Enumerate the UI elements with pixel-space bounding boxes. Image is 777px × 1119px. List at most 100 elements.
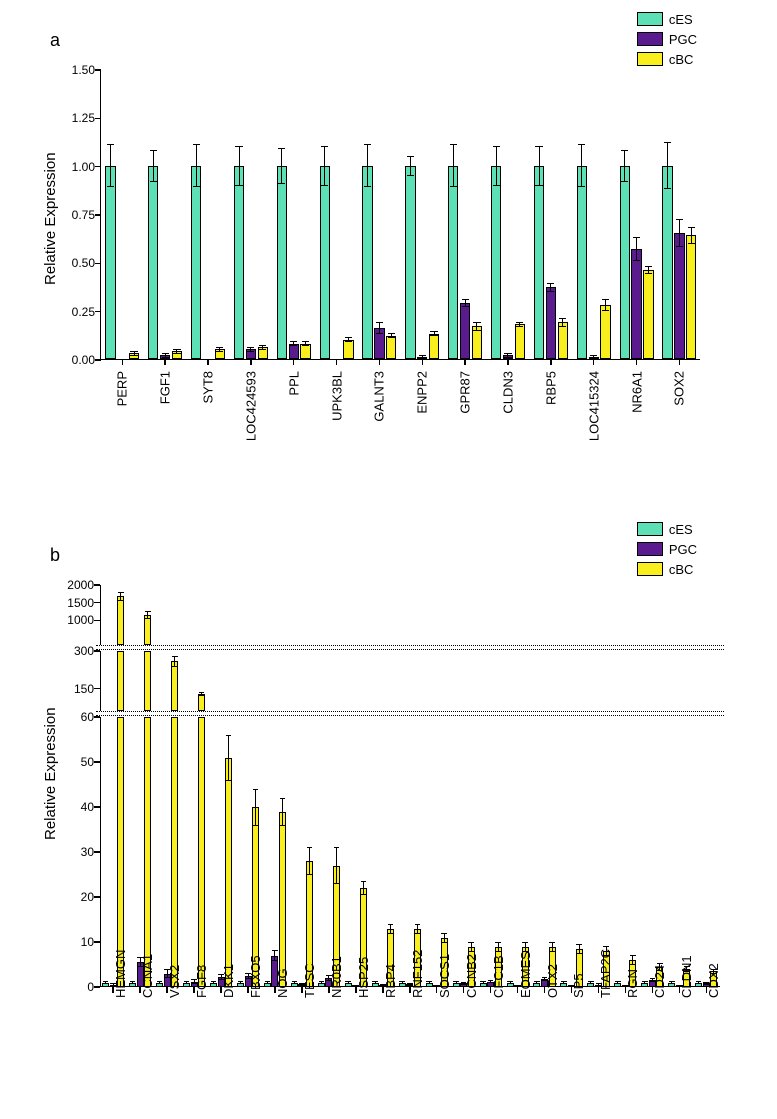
bar	[171, 717, 178, 987]
x-tick-label: HEMGN	[113, 950, 128, 998]
y-tick-label: 1000	[67, 613, 100, 627]
x-tick-label: LOC415324	[586, 371, 601, 441]
bar	[117, 596, 124, 645]
bar	[144, 717, 151, 987]
legend-item-ces-b: cES	[637, 520, 697, 538]
y-tick-label: 300	[74, 644, 100, 658]
y-tick-label: 30	[81, 845, 100, 859]
x-tick-label: UPK3BL	[329, 371, 344, 421]
bar	[558, 322, 568, 359]
x-tick-label: SOCS1	[437, 954, 452, 998]
legend-label-pgc: PGC	[669, 32, 697, 47]
bar	[643, 270, 653, 359]
bar	[171, 661, 178, 711]
bar	[577, 166, 587, 359]
y-tick-label: 20	[81, 890, 100, 904]
y-tick-label: 50	[81, 755, 100, 769]
y-tick-label: 2000	[67, 578, 100, 592]
bar	[686, 235, 696, 359]
legend-swatch-pgc	[637, 32, 663, 46]
x-tick	[593, 359, 595, 365]
x-tick-label: OTX2	[545, 964, 560, 998]
bar	[460, 303, 470, 359]
bar	[320, 166, 330, 359]
y-tick-label: 1.50	[72, 63, 101, 77]
bar	[144, 615, 151, 645]
bar	[534, 166, 544, 359]
plot-area-a: 0.000.250.500.751.001.251.50PERPFGF1SYT8…	[100, 70, 700, 360]
bar	[448, 166, 458, 359]
bar	[491, 166, 501, 359]
plot-area-b: 0102030405060150300100015002000HEMGNCCNA…	[100, 585, 720, 987]
bar	[662, 166, 672, 359]
bar	[277, 166, 287, 359]
legend-item-cbc-b: cBC	[637, 560, 697, 578]
bar	[198, 694, 205, 712]
x-tick-label: VSX2	[167, 965, 182, 998]
x-tick-label: EOMES	[518, 951, 533, 998]
bar	[429, 334, 439, 359]
y-tick-label: 0.00	[72, 353, 101, 367]
panel-b-label: b	[50, 545, 60, 566]
plot-segment	[100, 717, 720, 987]
x-tick	[636, 359, 638, 365]
plot-segment	[100, 651, 720, 711]
y-axis-label-a: Relative Expression	[42, 152, 59, 285]
legend-item-ces: cES	[637, 10, 697, 28]
x-tick-label: LOC424593	[243, 371, 258, 441]
x-tick	[164, 359, 166, 365]
x-tick	[250, 359, 252, 365]
bar	[198, 717, 205, 987]
x-tick-label: NOG	[275, 968, 290, 998]
x-tick-label: RBP5	[543, 371, 558, 405]
x-tick-label: NR6A1	[629, 371, 644, 413]
y-tick-label: 10	[81, 935, 100, 949]
bar	[631, 249, 641, 359]
y-tick-label: 0	[87, 980, 100, 994]
y-tick-label: 0.75	[72, 208, 101, 222]
x-tick-label: PPL	[286, 371, 301, 396]
x-tick-label: CD24	[652, 965, 667, 998]
panel-b: b cES PGC cBC Relative Expression 010203…	[0, 510, 777, 1110]
legend-label-cbc: cBC	[669, 52, 694, 67]
legend-swatch-ces	[637, 12, 663, 26]
y-tick-label: 1.00	[72, 160, 101, 174]
x-tick-label: NR0B1	[329, 956, 344, 998]
axis-break	[96, 715, 724, 716]
y-tick-label: 1500	[67, 596, 100, 610]
legend-item-cbc: cBC	[637, 50, 697, 68]
x-tick-label: SYT8	[200, 371, 215, 404]
legend-label-pgc-b: PGC	[669, 542, 697, 557]
y-tick-label: 60	[81, 710, 100, 724]
axis-break	[96, 711, 724, 712]
bar	[117, 651, 124, 711]
x-tick-label: CFC1B	[491, 955, 506, 998]
x-tick-label: GPR87	[458, 371, 473, 414]
bar	[674, 233, 684, 359]
bar	[105, 166, 115, 359]
axis-break	[96, 645, 724, 646]
bar	[600, 305, 610, 359]
x-tick-label: RBP4	[383, 964, 398, 998]
legend-a: cES PGC cBC	[637, 10, 697, 70]
x-tick-label: FGF8	[194, 965, 209, 998]
bar	[144, 651, 151, 711]
bar	[515, 324, 525, 359]
bar	[546, 287, 556, 359]
x-tick-label: CLDN3	[500, 371, 515, 414]
x-tick	[464, 359, 466, 365]
x-tick	[679, 359, 681, 365]
x-tick	[207, 359, 209, 365]
x-tick	[507, 359, 509, 365]
y-tick-label: 40	[81, 800, 100, 814]
bar	[117, 717, 124, 987]
x-tick	[336, 359, 338, 365]
legend-swatch-cbc	[637, 52, 663, 66]
bar	[405, 166, 415, 359]
x-tick-label: FBXO5	[248, 955, 263, 998]
x-tick	[422, 359, 424, 365]
x-tick	[293, 359, 295, 365]
x-tick-label: RNF152	[410, 950, 425, 998]
x-tick-label: SOX2	[672, 371, 687, 406]
y-tick-label: 0.25	[72, 305, 101, 319]
